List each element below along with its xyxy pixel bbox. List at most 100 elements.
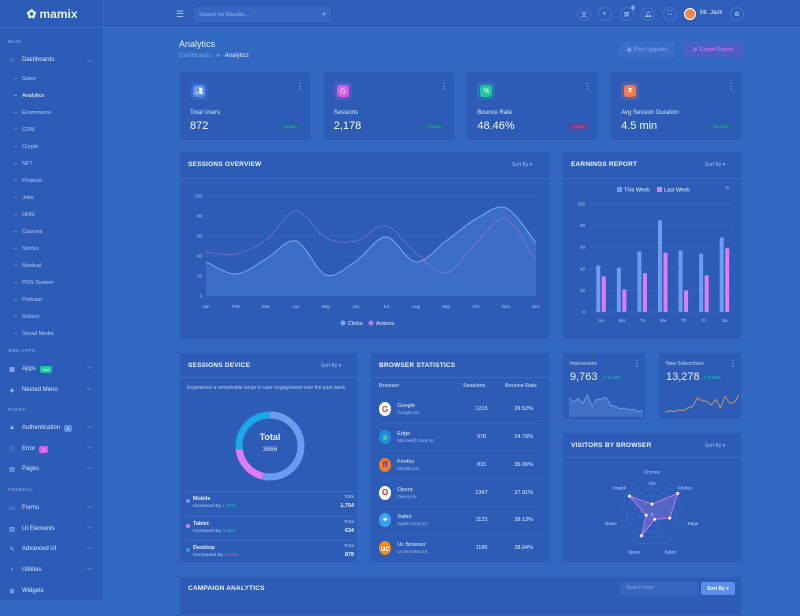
sidebar-item-utilities[interactable]: ♁ Utilities ﹀ <box>9 567 92 574</box>
impressions-sparkline <box>569 394 643 417</box>
campaign-search-input[interactable]: Search Here <box>620 582 698 595</box>
bar-last-week <box>642 273 647 312</box>
sidebar-item-forms[interactable]: ▭ Forms ﹀ <box>9 505 92 512</box>
more-options-icon[interactable]: ⋮ <box>633 359 641 368</box>
sparkline <box>569 394 643 412</box>
stat-card: ⧗ ⋮ Avg Session Duration 4.5 min +11.07% <box>610 71 743 141</box>
radar-grid <box>619 480 685 544</box>
sidebar-item-widgets[interactable]: ⊞ Widgets <box>9 588 44 595</box>
sidebar-item-school[interactable]: – School <box>14 314 39 320</box>
card-title: SESSIONS DEVICE <box>188 362 251 369</box>
badge: Hot <box>39 365 52 373</box>
fullscreen-icon[interactable]: ⛶ <box>663 7 677 21</box>
sidebar-item-apps[interactable]: ▦ Apps Hot ﹀ <box>9 365 92 373</box>
x-tick-label: Feb <box>232 304 240 309</box>
sort-by-button[interactable]: Sort By ▾ <box>701 582 735 595</box>
sidebar-item-sales[interactable]: – Sales <box>14 76 36 82</box>
sidebar-item-crm[interactable]: – CRM <box>14 127 35 133</box>
card-title: EARNINGS REPORT <box>571 161 638 168</box>
more-options-icon[interactable]: ⋮ <box>439 82 448 91</box>
radar-axis-label: Firefox <box>678 485 693 490</box>
y-tick-label: 80 <box>197 214 203 219</box>
browser-row: ⌖ Safari Apple Corp,Inc 1123 39.13% <box>379 505 543 534</box>
more-options-icon[interactable]: ⋮ <box>727 82 736 91</box>
section-label-general: GENERAL <box>8 487 34 492</box>
sidebar-item-nft[interactable]: – NFT <box>14 161 33 167</box>
sidebar-item-jobs[interactable]: – Jobs <box>14 195 34 201</box>
subscribers-change: ↗ 0.25% <box>703 375 721 380</box>
sidebar-item-hrm[interactable]: – HRM <box>14 212 35 218</box>
sidebar-item-social-media[interactable]: – Social Media <box>14 331 54 337</box>
sidebar-item-crypto[interactable]: – Crypto <box>14 144 39 150</box>
radar-axis-label: Chrome <box>644 470 661 475</box>
x-tick-label: Oct <box>472 304 480 309</box>
sort-by-dropdown[interactable]: Sort By ▾ <box>705 162 726 168</box>
theme-icon[interactable]: ◐ <box>598 7 612 21</box>
sidebar-item-ui-elements[interactable]: ▥ UI Elements ﹀ <box>9 526 92 533</box>
legend-marker <box>657 187 662 192</box>
bell-icon[interactable]: 🔔︎ <box>641 7 655 21</box>
sidebar-item-stocks[interactable]: – Stocks <box>14 246 39 252</box>
download-icon: ⊕ <box>692 46 698 53</box>
more-options-icon[interactable]: ⋮ <box>729 359 737 368</box>
sidebar: ✿ mamix MAIN ⌂ Dashboards ︿ – Sales – Analytic… <box>0 0 104 600</box>
sidebar-item-authentication[interactable]: 🔒︎ Authentication 8 ﹀ <box>8 422 92 434</box>
menu-toggle-icon[interactable]: ☰ <box>176 9 185 19</box>
sidebar-item-podcast[interactable]: – Podcast <box>14 297 42 303</box>
chevron-down-icon: ﹀ <box>86 466 92 473</box>
browser-row: G Google Google,Inc 1215 29.52% <box>379 395 543 423</box>
donut-slice-desktop <box>235 411 305 481</box>
more-options-icon[interactable]: ⋮ <box>296 82 304 91</box>
award-icon: ♁ <box>9 567 15 573</box>
change-badge: +11.07% <box>709 123 732 130</box>
sidebar-item-analytics[interactable]: – Analytics <box>14 93 45 99</box>
form-icon: ▭ <box>9 505 15 512</box>
avatar[interactable] <box>684 8 696 20</box>
sort-by-dropdown[interactable]: Sort By ▾ <box>512 162 533 168</box>
x-tick-label: Mar <box>262 304 270 309</box>
sort-by-dropdown[interactable]: Sort By ▾ <box>705 443 726 449</box>
visitors-radar-chart: Chrome Firefox Edge Safari Opera Brave Vivaldi… <box>605 470 699 555</box>
breadcrumb-dashboards[interactable]: Dashboards <box>179 53 212 59</box>
chrome-icon: G <box>379 402 392 416</box>
sidebar-item-pages[interactable]: ▤ Pages ﹀ <box>9 466 92 473</box>
sessions-overview-card: SESSIONS OVERVIEW Sort By ▾ 0 20 40 60 80 100… <box>179 151 551 340</box>
sidebar-item-courses[interactable]: – Courses <box>14 229 43 235</box>
upgrade-icon: ▣ <box>626 46 632 53</box>
sort-by-dropdown[interactable]: Sort By ▾ <box>321 363 342 369</box>
search-input[interactable]: Search for Results... ⌕ <box>194 7 331 22</box>
sidebar-item-error[interactable]: ⓘ Error 3 ﹀ <box>8 445 92 454</box>
bar-last-week <box>663 252 668 312</box>
translate-icon[interactable]: 文 <box>577 7 591 21</box>
home-icon: ⌂ <box>10 57 14 63</box>
gear-icon[interactable]: ⚙ <box>730 7 744 21</box>
plan-upgrade-button[interactable]: ▣ Plan Upgrade <box>619 42 675 57</box>
user-name[interactable]: Mr. Jack <box>700 10 723 16</box>
cart-icon[interactable]: 🛒︎ 5 <box>620 5 635 21</box>
sidebar-item-nested-menu[interactable]: ◈ Nested Menu ﹀ <box>9 387 92 394</box>
bar-this-week <box>678 250 683 312</box>
browser-row: uc Uc Browser Uc Browser,Inc 1189 28.94% <box>379 533 543 562</box>
sidebar-item-dashboards[interactable]: ⌂ Dashboards ︿ <box>8 54 92 66</box>
bar-this-week <box>616 267 621 312</box>
sidebar-item-advanced-ui[interactable]: ✎ Advanced UI ﹀ <box>9 546 92 553</box>
x-tick-label: Nov <box>502 304 511 309</box>
sidebar-item-pos-system[interactable]: – POS System <box>14 280 54 286</box>
change-badge: -0.89% <box>568 123 588 130</box>
logo[interactable]: ✿ mamix <box>0 0 104 28</box>
sidebar-item-projects[interactable]: – Projects <box>14 178 42 184</box>
sidebar-item-medical[interactable]: – Medical <box>14 263 42 269</box>
legend-dot <box>186 499 190 503</box>
device-row-tablet: Tablet Increased By 0.46% Total 634 <box>186 515 354 540</box>
x-tick-label: Th <box>681 318 687 323</box>
chart-menu-icon[interactable]: ≡ <box>725 185 730 192</box>
device-donut-chart <box>235 411 305 481</box>
x-tick-label: Su <box>599 318 605 323</box>
radar-point <box>650 502 654 506</box>
more-options-icon[interactable]: ⋮ <box>583 82 592 91</box>
export-report-button[interactable]: ⊕ Export Report <box>683 42 743 57</box>
sidebar-item-ecommerce[interactable]: – Ecommerce <box>14 110 52 116</box>
legend-label: Clicks <box>348 321 363 327</box>
breadcrumb-analytics: Analytics <box>224 53 249 59</box>
card-title: VISITORS BY BROWSER <box>571 442 652 449</box>
